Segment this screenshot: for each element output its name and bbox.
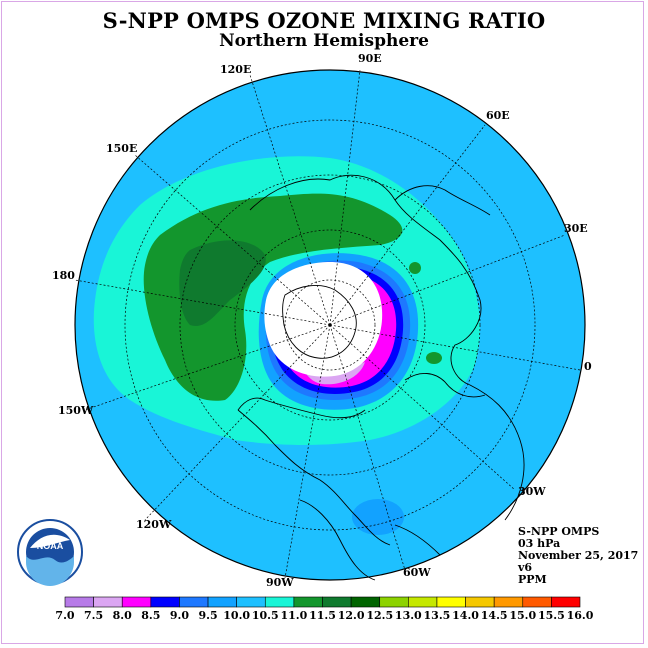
colorbar-swatch	[207, 596, 237, 608]
lon-label: 150W	[58, 404, 94, 417]
latitude-circle	[179, 174, 481, 476]
graticule	[74, 69, 581, 579]
colorbar-tick-label: 7.0	[55, 609, 74, 622]
colorbar-swatch	[150, 596, 180, 608]
noaa-logo: NOAA	[17, 519, 83, 586]
colorbar-swatch	[179, 596, 209, 608]
lon-label: 120W	[136, 518, 172, 531]
colorbar-swatch	[408, 596, 438, 608]
colorbar-swatch	[93, 596, 123, 608]
lon-label: 60W	[403, 566, 431, 579]
meridian-150e	[134, 154, 331, 326]
colorbar-tick-label: 11.0	[280, 609, 307, 622]
lon-label: 30W	[518, 485, 546, 498]
colorbar-swatch	[493, 596, 524, 608]
colorbar-tick-label: 15.0	[509, 609, 536, 622]
colorbar-tick-label: 7.5	[84, 609, 103, 622]
colorbar-swatch	[522, 596, 552, 608]
meridian-30w	[329, 324, 516, 491]
colorbar-swatch	[465, 596, 495, 608]
colorbar-tick-label: 12.5	[366, 609, 393, 622]
colorbar-swatch	[121, 596, 152, 608]
lon-label: 0	[584, 360, 592, 373]
coastline-europe	[404, 373, 486, 398]
contour-11-0-island	[409, 262, 421, 274]
map-boundary	[74, 69, 586, 581]
colorbar-swatch	[64, 596, 94, 608]
meridian-90w	[284, 324, 331, 579]
info-version: v6	[518, 561, 533, 574]
lon-label: 120E	[220, 63, 251, 76]
contour-9-5-caribbean	[352, 499, 404, 535]
colorbar-swatch	[293, 596, 323, 608]
colorbar-tick-label: 15.5	[538, 609, 565, 622]
meridian-150w	[84, 324, 331, 411]
coastline-eurasia	[249, 174, 525, 521]
colorbar-tick-label: 9.5	[198, 609, 217, 622]
page-subtitle: Northern Hemisphere	[219, 31, 429, 51]
colorbar-swatch	[322, 596, 352, 608]
coastline-greenland	[282, 284, 357, 359]
coastline-mexico	[299, 499, 376, 581]
page-title: S-NPP OMPS OZONE MIXING RATIO	[102, 8, 546, 33]
colorbar-tick-label: 11.5	[309, 609, 336, 622]
coastline-canada	[237, 397, 366, 419]
logo-wave	[26, 556, 74, 586]
longitude-labels: 90E 60E 30E 0 30W 60W 90W 120W 150W 180 …	[52, 52, 592, 589]
info-instrument: S-NPP OMPS	[518, 525, 600, 538]
colorbar-tick-label: 14.5	[481, 609, 508, 622]
lon-label: 90W	[266, 576, 294, 589]
colorbar-swatch	[236, 596, 266, 608]
coastline-siberia	[394, 185, 491, 216]
meridian-90e	[329, 69, 361, 326]
colorbar-tick-label: 14.0	[452, 609, 479, 622]
info-date: November 25, 2017	[518, 549, 639, 562]
colorbar-tick-label: 16.0	[567, 609, 594, 622]
meridian-180	[74, 279, 331, 326]
colorbar-swatch	[264, 596, 295, 608]
ozone-field	[75, 70, 585, 580]
latitude-circle	[284, 279, 376, 371]
colorbar: 7.0 7.5 8.0 8.5 9.0 9.5 10.0 10.5 11.0 11.5 12.0 12…	[55, 596, 594, 622]
meridian-30e	[329, 234, 566, 326]
info-level: 03 hPa	[518, 537, 561, 550]
colorbar-swatch	[379, 596, 409, 608]
latitude-circle	[124, 119, 536, 531]
colorbar-swatch	[350, 596, 381, 608]
colorbar-tick-label: 13.5	[424, 609, 451, 622]
latitude-circle	[234, 229, 426, 421]
logo-bird	[30, 534, 70, 548]
meridian-120w	[144, 324, 331, 521]
colorbar-tick-label: 12.0	[338, 609, 365, 622]
colorbar-tick-label: 10.5	[252, 609, 279, 622]
coastlines	[237, 174, 525, 581]
lon-label: 90E	[358, 52, 382, 65]
logo-text: NOAA	[37, 541, 64, 551]
colorbar-tick-label: 8.0	[113, 609, 132, 622]
colorbar-tick-label: 8.5	[141, 609, 160, 622]
colorbar-tick-label: 10.0	[223, 609, 250, 622]
colorbar-tick-label: 13.0	[395, 609, 422, 622]
lon-label: 30E	[564, 222, 588, 235]
coastline-south-america	[394, 524, 441, 556]
colorbar-swatch	[551, 596, 581, 608]
colorbar-tick-label: 9.0	[170, 609, 189, 622]
coastline-north-america	[237, 409, 391, 546]
meridian-60w	[329, 324, 406, 571]
lon-label: 180	[52, 269, 75, 282]
contour-11-0-island	[426, 352, 442, 364]
info-units: PPM	[518, 573, 547, 586]
lon-label: 150E	[106, 142, 137, 155]
colorbar-swatch	[436, 596, 466, 608]
contour-11-5	[179, 240, 266, 326]
lon-label: 60E	[486, 109, 510, 122]
